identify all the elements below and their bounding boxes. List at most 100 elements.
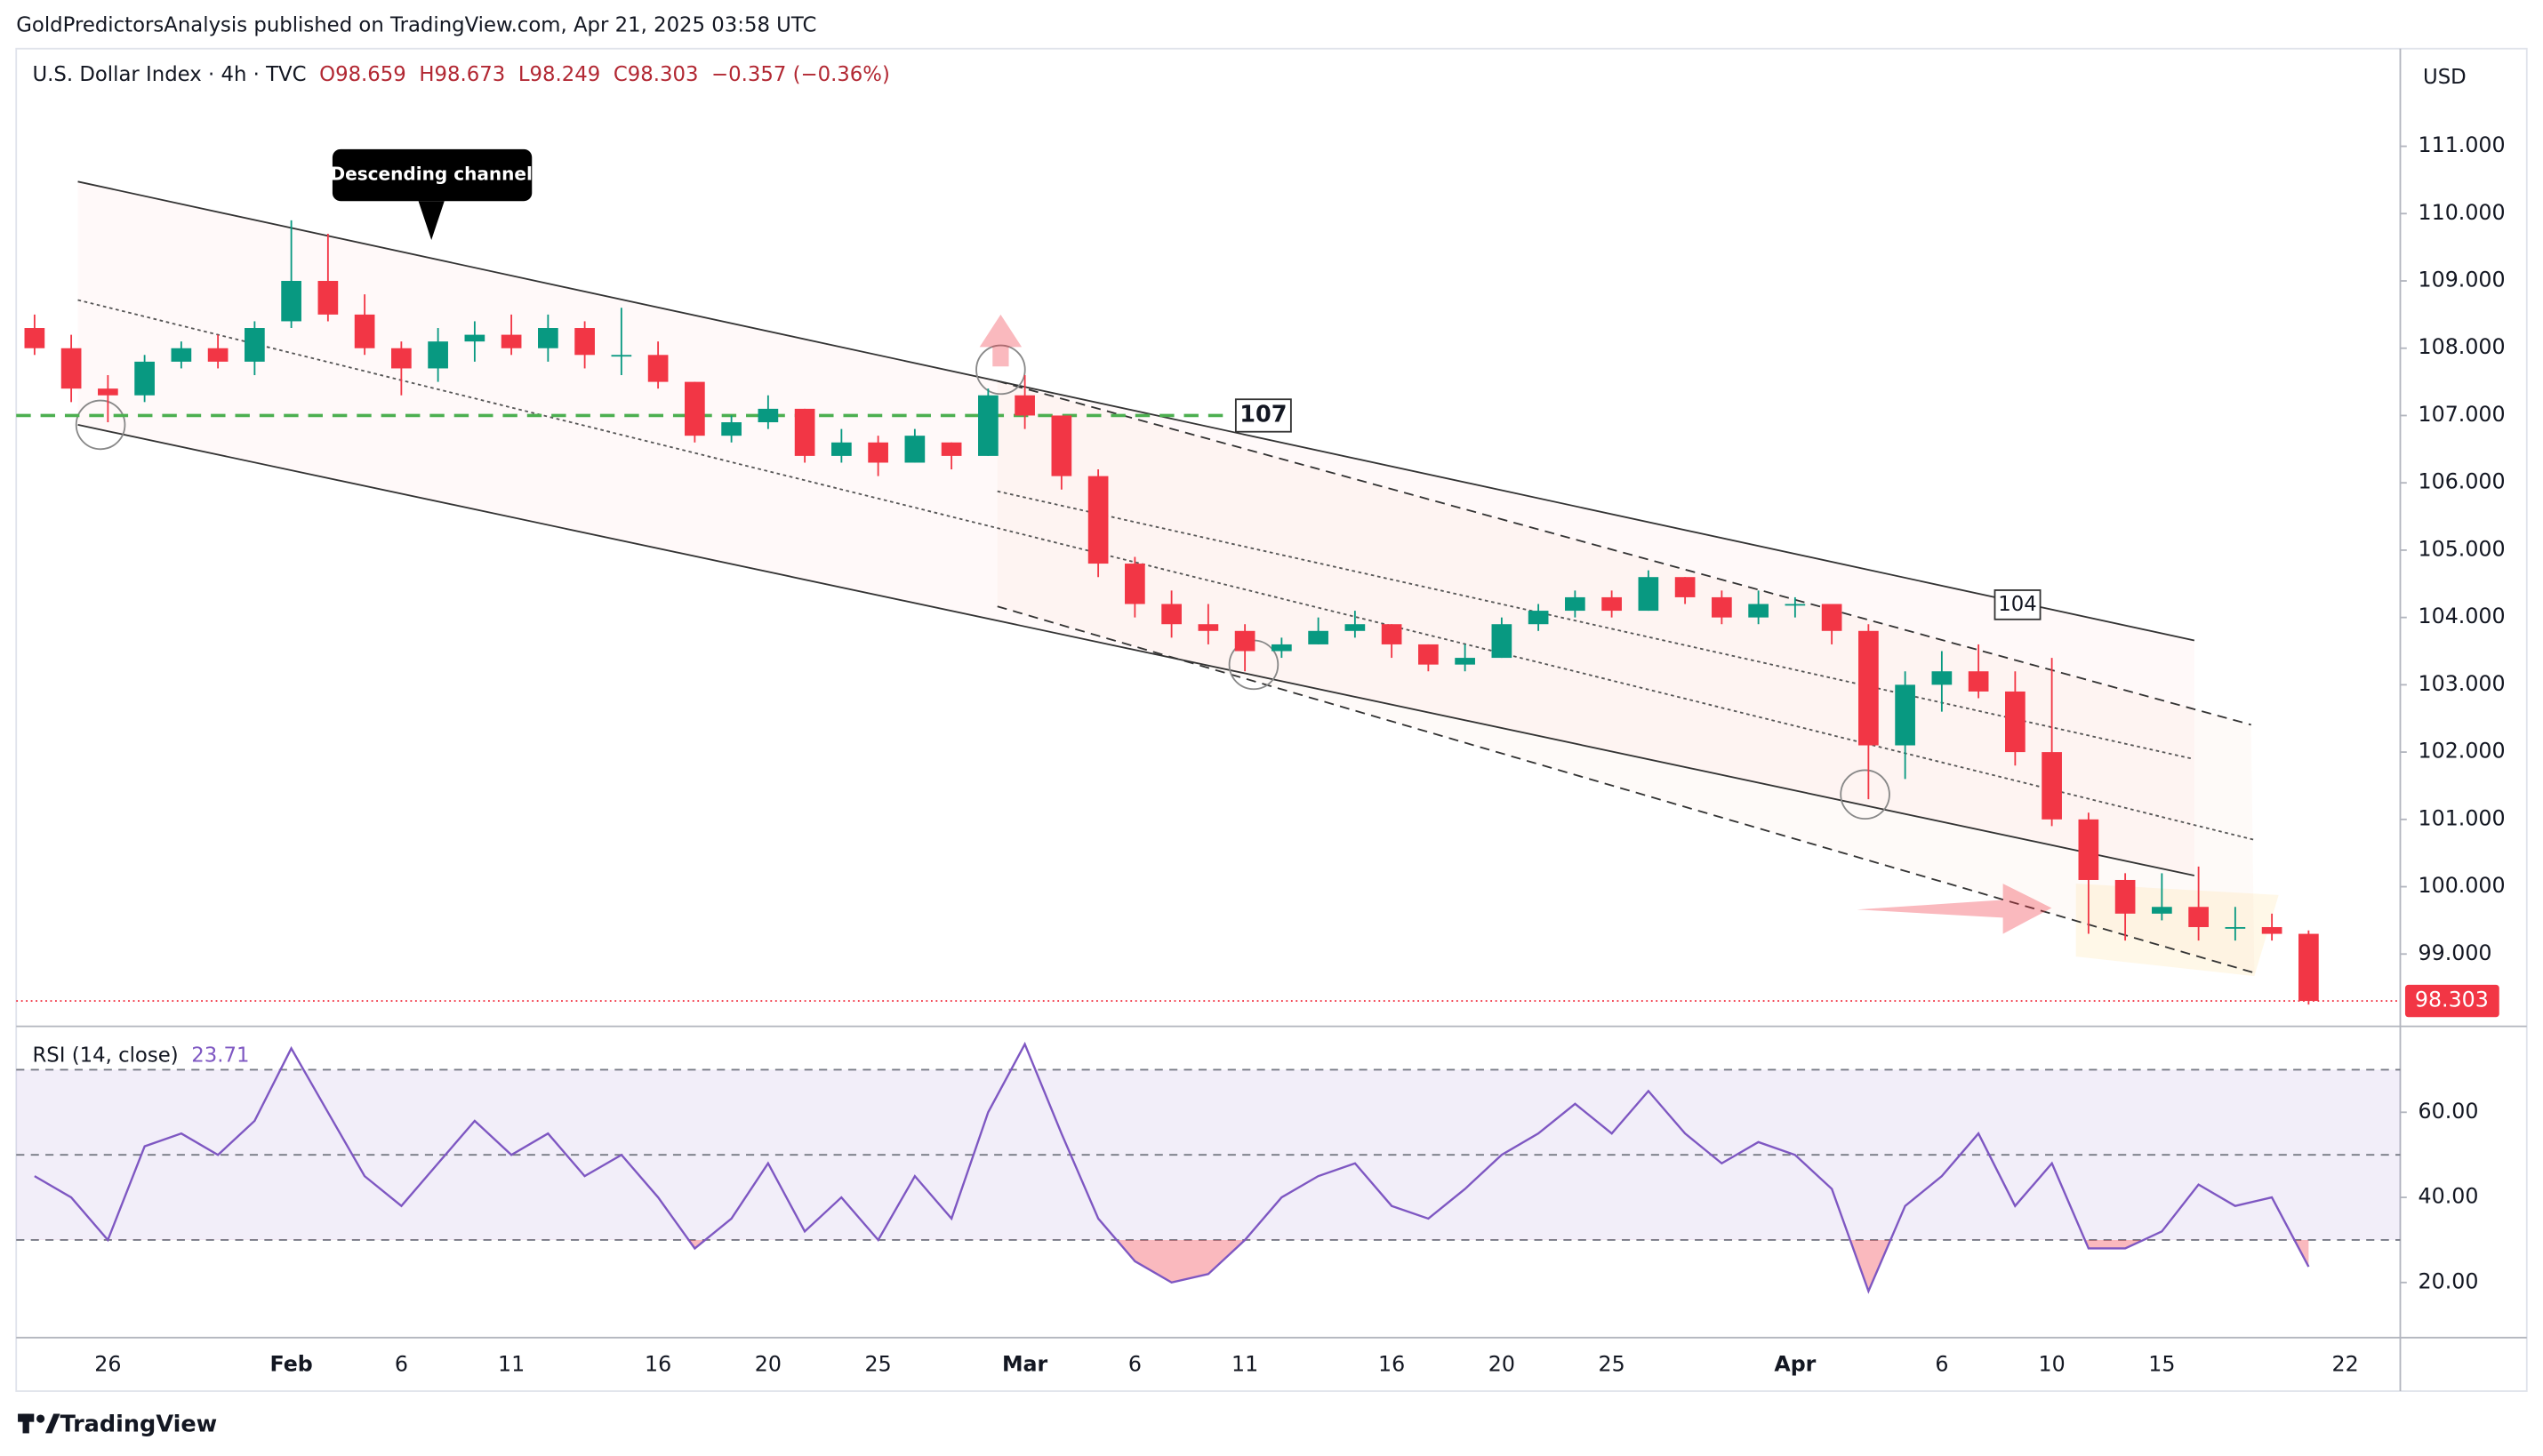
y-tick-label: 99.000 [2419, 940, 2492, 965]
frame [15, 47, 2528, 1392]
channel-fill [997, 380, 2255, 973]
x-tick-label: 20 [1488, 1351, 1515, 1376]
logo-mark [36, 1414, 45, 1423]
y-tick-label: 106.000 [2419, 469, 2506, 494]
candle-body [2225, 926, 2246, 929]
candle-body [1821, 604, 1842, 631]
candle-body [1051, 415, 1072, 476]
candle-body [647, 355, 669, 382]
candle-body [538, 328, 558, 348]
last-price-label: 98.303 [2415, 988, 2489, 1012]
candle-body [1161, 604, 1182, 625]
y-tick-label: 102.000 [2419, 739, 2506, 764]
rsi-tick-label: 20.00 [2419, 1268, 2479, 1293]
candle-body [1125, 564, 1145, 604]
y-tick-label: 100.000 [2419, 873, 2506, 898]
candle-body [2298, 933, 2319, 1002]
candle-body [428, 341, 448, 369]
x-tick-label: 11 [498, 1351, 525, 1376]
right-arrow [1857, 884, 2052, 934]
rsi-legend: RSI (14, close) 23.71 [32, 1044, 249, 1067]
candle-body [758, 408, 779, 423]
candle-body [2042, 752, 2062, 820]
candle-body [1308, 630, 1328, 644]
channel-mid [77, 299, 2255, 841]
candle-body [98, 388, 118, 396]
candle-body [1968, 671, 1989, 692]
x-tick-label: 26 [94, 1351, 121, 1376]
callout-pointer [418, 201, 445, 240]
marker-circle [75, 399, 126, 451]
candle-body [1601, 596, 1622, 612]
rsi-tick-label: 60.00 [2419, 1099, 2479, 1124]
candle-body [2114, 879, 2136, 914]
high: H98.673 [419, 62, 505, 85]
x-tick-label: 20 [755, 1351, 782, 1376]
candle-body [1895, 684, 1915, 746]
candle-body [1344, 624, 1366, 631]
candle-body [1272, 644, 1292, 652]
candle-body [1418, 644, 1439, 665]
close: C98.303 [614, 62, 699, 85]
candle-body [1712, 596, 1732, 618]
marker-circle [975, 344, 1026, 396]
candle-body [868, 442, 888, 463]
currency: USD [2423, 66, 2467, 89]
logo-mark [45, 1413, 60, 1434]
x-tick-label: 6 [1128, 1351, 1142, 1376]
rsi-line [34, 1041, 2310, 1294]
candle-body [1931, 671, 1953, 685]
candle-body [2261, 926, 2282, 934]
candle-body [574, 328, 595, 356]
candle-body [1381, 624, 1402, 644]
candle-body [1455, 658, 1475, 665]
candle-body [24, 328, 45, 348]
last-price-box [2404, 984, 2499, 1018]
candle-body [1491, 624, 1512, 659]
candle-body [391, 348, 412, 369]
candle-body [501, 334, 522, 348]
logo-mark [22, 1413, 29, 1434]
change: −0.357 (−0.36%) [711, 62, 890, 85]
callout-box [332, 148, 533, 202]
candle-body [2152, 907, 2172, 914]
candle-body [134, 361, 155, 396]
candle-body [1198, 624, 1219, 631]
y-tick-label: 107.000 [2419, 402, 2506, 427]
x-tick-label: 6 [1935, 1351, 1948, 1376]
x-tick-label: 16 [645, 1351, 671, 1376]
candle-body [1234, 630, 1255, 652]
rsi-oversold-fill [108, 1239, 2309, 1292]
x-tick-label: 22 [2332, 1351, 2359, 1376]
x-tick-label: 10 [2039, 1351, 2066, 1376]
candle-body [1087, 476, 1109, 564]
y-tick-label: 110.000 [2419, 200, 2506, 225]
rsi-last: 23.71 [191, 1044, 249, 1067]
footer-brand: TradingView [60, 1411, 217, 1437]
logo [18, 1413, 60, 1434]
y-tick-label: 101.000 [2419, 805, 2506, 830]
candle-body [2188, 907, 2209, 927]
candle-body [794, 408, 815, 456]
x-tick-label: 25 [865, 1351, 892, 1376]
symbol: U.S. Dollar Index · 4h · TVC [32, 62, 306, 85]
x-tick-label: Mar [1002, 1351, 1048, 1376]
candle-body [281, 281, 301, 322]
x-tick-label: Apr [1774, 1351, 1816, 1376]
candle-body [941, 442, 962, 456]
candle-body [1674, 577, 1696, 597]
open: O98.659 [319, 62, 406, 85]
y-tick-label: 108.000 [2419, 334, 2506, 359]
candle-body [317, 281, 339, 315]
y-tick-label: 104.000 [2419, 604, 2506, 628]
level-box [1234, 398, 1292, 433]
rsi-title: RSI (14, close) [32, 1044, 178, 1067]
rsi-tick-label: 40.00 [2419, 1184, 2479, 1209]
x-tick-label: 16 [1378, 1351, 1405, 1376]
y-tick-label: 111.000 [2419, 132, 2506, 157]
candle-body [60, 348, 82, 389]
low: L98.249 [518, 62, 600, 85]
candle-body [1858, 630, 1879, 746]
